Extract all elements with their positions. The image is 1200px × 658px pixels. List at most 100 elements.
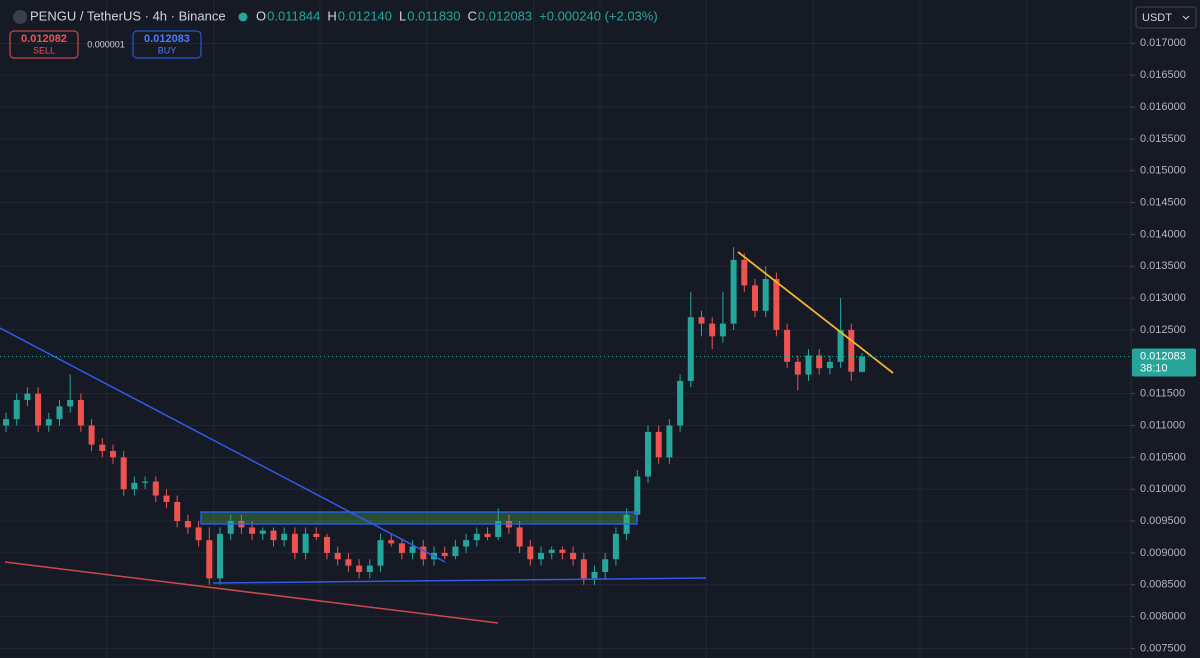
candle-body [281,533,288,541]
candle-body [762,278,769,311]
candle-body [324,536,330,553]
candle-body [388,540,395,544]
candle-body [195,527,202,541]
candle-body [484,533,491,537]
y-tick-label: 0.007500 [1140,642,1186,654]
candle-body [227,521,234,534]
candle-body [495,521,502,537]
candle-body [687,317,694,381]
status-dot [238,12,248,22]
candle-body [719,323,726,337]
y-tick-label: 0.016500 [1140,69,1186,81]
symbol: PENGU / TetherUS · 4h · Binance [30,8,226,23]
candle-body [334,552,341,560]
candle-body [99,444,106,451]
y-tick-label: 0.014500 [1140,196,1186,208]
candle-body [548,549,555,553]
buy-price: 0.012083 [144,33,190,45]
sell-price: 0.012082 [21,33,67,45]
currency-selector[interactable]: USDT [1135,6,1197,29]
candle-body [848,329,855,372]
last-price-box [1132,348,1196,377]
y-tick-label: 0.017000 [1140,37,1186,49]
drawings [0,251,894,624]
candle-body [741,259,748,286]
y-tick-label: 0.011000 [1140,419,1185,431]
header: PENGU / TetherUS · 4h · Binance O 0.01184… [13,8,658,24]
candle-body [794,361,801,375]
y-tick-label: 0.015500 [1140,133,1186,145]
sell-label: SELL [33,45,55,55]
candle-body [784,329,791,362]
candle-body [56,406,63,420]
y-tick-label: 0.016000 [1140,101,1186,113]
candle-body [441,552,448,557]
candle-body [377,540,384,566]
candle-body [184,521,191,528]
y-tick-label: 0.012500 [1140,324,1186,336]
candle-body [773,278,780,330]
candle-body [752,285,758,311]
sell-button[interactable] [9,30,79,59]
candle-body [602,559,609,573]
candle-body [398,543,405,553]
y-tick-label: 0.009500 [1140,515,1186,527]
y-tick-label: 0.013500 [1140,260,1186,272]
candle-body [570,552,577,560]
y-tick-label: 0.014000 [1140,228,1186,240]
price-change: +0.000240 (+2.03%) [539,8,658,23]
candle-body [35,393,42,426]
zone-rectangle [200,511,638,525]
ohlc-value: 0.011830 [407,8,460,23]
trend-line [737,251,894,374]
buy-label: BUY [158,45,177,55]
trend-line [0,327,446,563]
candle-body [45,419,52,426]
candle-body [527,546,534,560]
candle-body [591,572,598,579]
buy-button[interactable] [132,30,202,59]
candle-body [420,546,427,560]
candle-body [805,355,812,375]
candle-body [142,481,149,483]
candle-body [291,533,298,553]
ohlc-value: 0.012083 [478,8,532,23]
candle-body [302,533,309,553]
candle-body [174,501,181,522]
candle-body [88,425,95,445]
countdown: 38:10 [1140,362,1168,374]
last-price-label: 0.012083 [1140,350,1186,362]
candle-body [259,530,266,534]
candle-body [249,527,256,534]
candle-body [463,540,470,547]
y-tick-label: 0.013000 [1140,292,1186,304]
candle-body [612,533,619,560]
candle-body [730,259,737,324]
candle-body [163,495,170,502]
candle-body [645,431,651,477]
ohlc-key: H [327,8,336,23]
symbol-icon [13,10,27,24]
candle-body [13,400,20,420]
candle-body [120,457,127,490]
trend-line [4,561,499,624]
candle-body [356,565,363,573]
candle-body [270,530,277,541]
candle-body [152,481,159,496]
candle-body [366,565,373,573]
y-tick-label: 0.008500 [1140,579,1186,591]
candle-body [131,482,138,490]
candle-body [559,549,566,553]
candle-body [837,329,844,362]
candle-body [538,552,544,560]
y-tick-label: 0.008000 [1140,611,1186,623]
candle-body [698,317,705,324]
candle-body [24,393,31,401]
candle-body [655,431,662,458]
currency-box[interactable] [1135,6,1197,29]
candle-body [3,419,9,426]
support-line [212,577,707,584]
candle-body [516,527,523,547]
y-tick-label: 0.011500 [1140,388,1185,400]
